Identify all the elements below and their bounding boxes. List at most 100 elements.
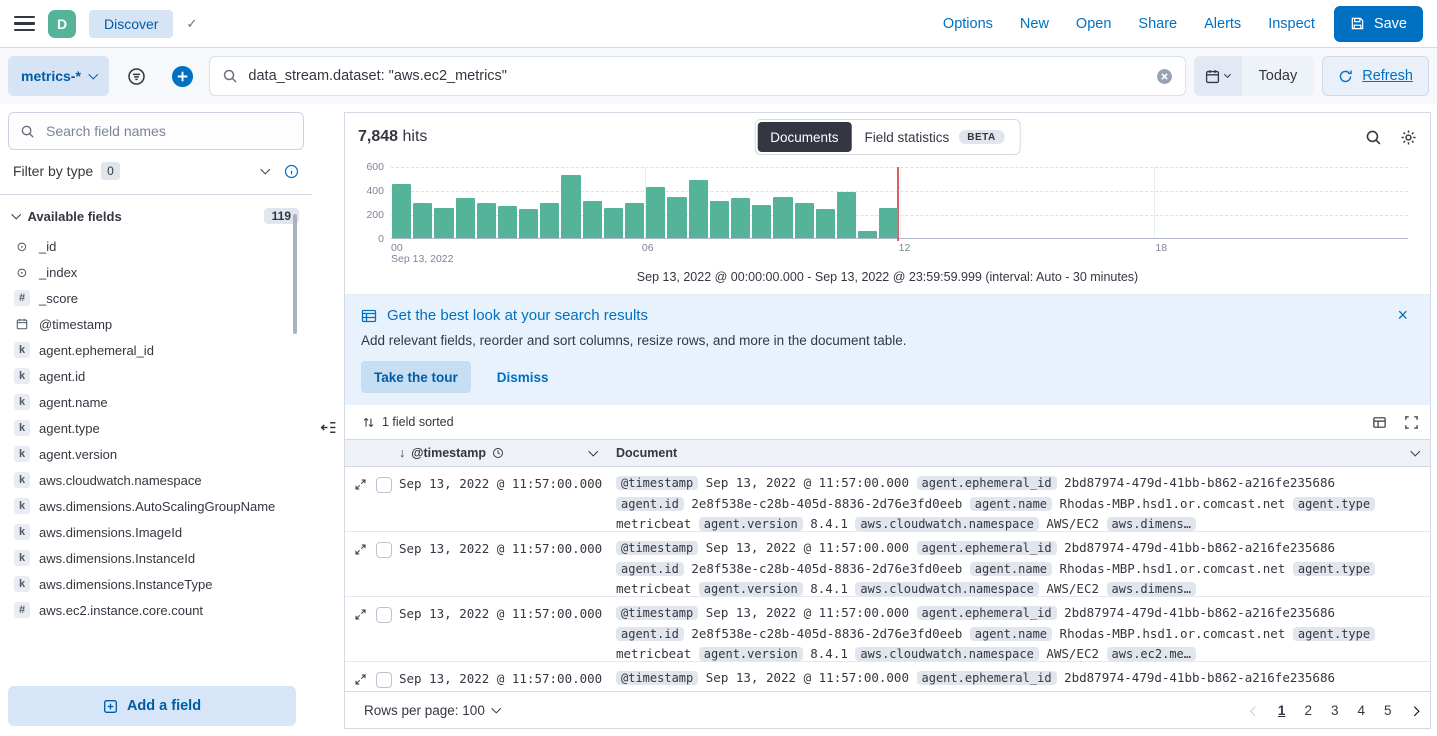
filter-icon[interactable] <box>117 56 155 96</box>
add-filter-button[interactable] <box>163 56 201 96</box>
histogram-bar <box>752 204 772 238</box>
dismiss-button[interactable]: Dismiss <box>491 369 555 386</box>
display-options-icon[interactable] <box>1372 415 1387 430</box>
chevron-down-icon <box>88 69 98 79</box>
page-number-3[interactable]: 3 <box>1330 702 1339 718</box>
query-input[interactable]: data_stream.dataset: "aws.ec2_metrics" <box>248 68 507 84</box>
filter-by-type[interactable]: Filter by type 0 <box>8 150 304 192</box>
field-chip: agent.name <box>969 561 1053 576</box>
add-field-button[interactable]: Add a field <box>8 686 296 726</box>
field-item[interactable]: k agent.version <box>8 441 304 467</box>
field-item[interactable]: ⊙ _id <box>8 233 304 259</box>
row-checkbox[interactable] <box>376 672 392 688</box>
nav-link-options[interactable]: Options <box>942 15 993 32</box>
page-number-4[interactable]: 4 <box>1357 702 1365 718</box>
field-item[interactable]: k aws.dimensions.AutoScalingGroupName <box>8 493 304 519</box>
take-the-tour-button[interactable]: Take the tour <box>361 361 471 393</box>
discover-panel: 7,848 hits Documents Field statistics BE… <box>344 112 1431 729</box>
histogram-bar <box>688 180 708 238</box>
histogram-bar <box>476 202 496 238</box>
field-item[interactable]: # aws.ec2.instance.core.count <box>8 597 304 623</box>
clear-query-icon[interactable] <box>1156 68 1173 85</box>
field-name: aws.dimensions.AutoScalingGroupName <box>39 498 276 514</box>
field-search-input[interactable] <box>44 122 292 140</box>
date-range-button[interactable]: Today <box>1241 56 1315 96</box>
previous-page-icon[interactable] <box>1251 703 1261 718</box>
nav-link-new[interactable]: New <box>1019 15 1049 32</box>
next-page-icon[interactable] <box>1409 703 1419 718</box>
space-avatar[interactable]: D <box>48 9 76 38</box>
tab-documents[interactable]: Documents <box>757 122 852 152</box>
nav-link-alerts[interactable]: Alerts <box>1204 15 1242 32</box>
query-bar[interactable]: data_stream.dataset: "aws.ec2_metrics" <box>209 56 1186 96</box>
refresh-button[interactable]: Refresh <box>1322 56 1429 96</box>
expand-row-icon[interactable] <box>354 542 368 556</box>
breadcrumb[interactable]: Discover <box>89 9 174 38</box>
field-item[interactable]: k agent.type <box>8 415 304 441</box>
field-item[interactable]: # _score <box>8 285 304 311</box>
chevron-down-icon <box>491 703 501 713</box>
chart-options-gear-icon[interactable] <box>1400 129 1417 146</box>
nav-link-share[interactable]: Share <box>1138 15 1178 32</box>
tab-field-statistics[interactable]: Field statistics BETA <box>852 122 1018 152</box>
available-fields-header[interactable]: Available fields 119 <box>8 199 304 233</box>
menu-icon[interactable] <box>14 16 35 31</box>
field-item[interactable]: k aws.dimensions.InstanceId <box>8 545 304 571</box>
field-item[interactable]: k aws.dimensions.InstanceType <box>8 571 304 597</box>
row-checkbox[interactable] <box>376 607 392 623</box>
expand-row-icon[interactable] <box>354 607 368 621</box>
field-item[interactable]: k agent.name <box>8 389 304 415</box>
row-checkbox[interactable] <box>376 477 392 493</box>
add-field-icon <box>103 699 118 714</box>
collapse-sidebar-icon[interactable] <box>318 118 339 736</box>
chevron-down-icon <box>1223 70 1232 78</box>
page-number-5[interactable]: 5 <box>1383 702 1392 718</box>
timestamp-column-header[interactable]: ↓ @timestamp <box>399 446 608 460</box>
nav-link-inspect[interactable]: Inspect <box>1268 15 1315 32</box>
field-chip: aws.ec2.me… <box>1106 647 1197 661</box>
calendar-icon[interactable] <box>1193 56 1242 96</box>
rows-per-page-button[interactable]: Rows per page: 100 <box>358 702 505 719</box>
page-number-1[interactable]: 1 <box>1277 702 1286 718</box>
column-menu-icon[interactable] <box>1410 446 1420 456</box>
tour-callout: Get the best look at your search results… <box>345 295 1430 405</box>
gridline <box>645 167 647 238</box>
info-icon[interactable] <box>284 164 299 179</box>
grid-header: ↓ @timestamp Document <box>345 439 1430 467</box>
field-item[interactable]: k agent.ephemeral_id <box>8 337 304 363</box>
inspect-icon[interactable] <box>1365 129 1382 146</box>
sidebar-scrollbar[interactable] <box>293 214 297 334</box>
sort-icon <box>362 416 375 429</box>
save-button[interactable]: Save <box>1333 5 1423 42</box>
x-tick: 00 <box>391 242 403 254</box>
column-menu-icon[interactable] <box>588 446 598 456</box>
sorted-fields-button[interactable]: 1 field sorted <box>356 414 460 430</box>
field-item[interactable]: k aws.dimensions.ImageId <box>8 519 304 545</box>
field-item[interactable]: k aws.cloudwatch.namespace <box>8 467 304 493</box>
save-icon <box>1350 16 1365 31</box>
data-view-picker[interactable]: metrics-* <box>8 56 110 96</box>
nav-link-open[interactable]: Open <box>1075 15 1112 32</box>
callout-title: Get the best look at your search results <box>387 307 648 324</box>
fullscreen-icon[interactable] <box>1404 415 1419 430</box>
field-chip: agent.ephemeral_id <box>916 606 1057 620</box>
cell-document: @timestamp Sep 13, 2022 @ 11:57:00.000 a… <box>608 597 1430 661</box>
close-icon[interactable]: × <box>1391 305 1414 325</box>
chevron-down-icon <box>11 209 21 219</box>
y-axis: 600 400 200 0 <box>355 161 391 263</box>
field-item[interactable]: k agent.id <box>8 363 304 389</box>
row-checkbox[interactable] <box>376 542 392 558</box>
field-chip: agent.version <box>698 582 803 596</box>
table-row: Sep 13, 2022 @ 11:57:00.000 @timestamp Se… <box>345 597 1430 662</box>
field-search[interactable] <box>8 112 304 150</box>
cell-document: @timestamp Sep 13, 2022 @ 11:57:00.000 a… <box>608 662 1430 691</box>
expand-row-icon[interactable] <box>354 672 368 686</box>
field-chip: agent.ephemeral_id <box>916 671 1057 685</box>
field-item[interactable]: @timestamp <box>8 311 304 337</box>
histogram-bar <box>455 197 475 238</box>
histogram-bar <box>603 207 624 238</box>
page-number-2[interactable]: 2 <box>1304 702 1312 718</box>
field-item[interactable]: ⊙ _index <box>8 259 304 285</box>
document-column-header[interactable]: Document <box>608 446 1430 460</box>
expand-row-icon[interactable] <box>354 477 368 491</box>
